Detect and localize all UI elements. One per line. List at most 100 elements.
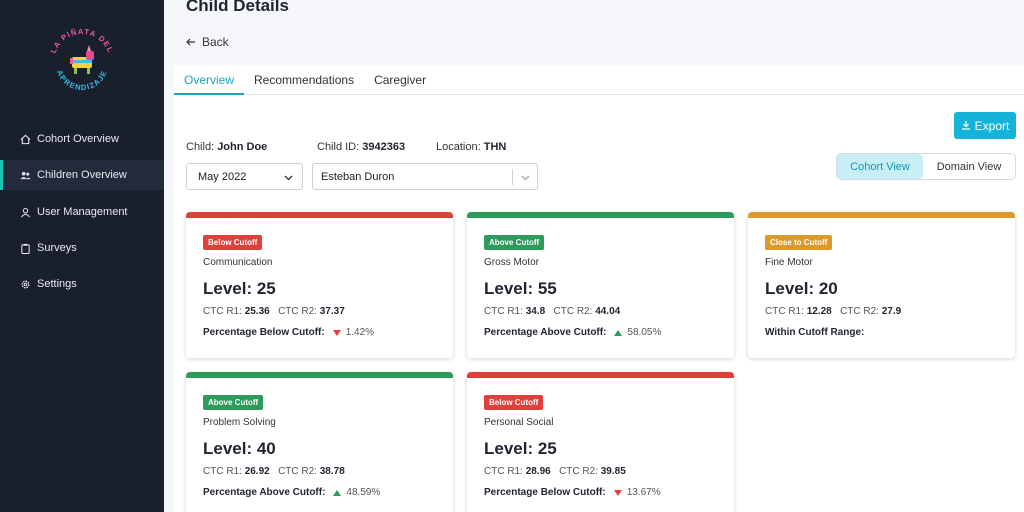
child-id-info: Child ID: 3942363 bbox=[317, 141, 405, 153]
sidebar-item-label: Settings bbox=[37, 278, 77, 290]
user-icon bbox=[20, 207, 31, 218]
app-logo[interactable]: LA PIÑATA DEL APRENDIZAJE bbox=[44, 24, 120, 100]
domain-card: Close to Cutoff Fine Motor Level: 20 CTC… bbox=[748, 212, 1015, 358]
percentage-label: Within Cutoff Range: bbox=[765, 327, 865, 338]
triangle-up-icon bbox=[333, 489, 342, 496]
tab-bar: Overview Recommendations Caregiver bbox=[174, 66, 1024, 95]
percentage-label: Percentage Below Cutoff: bbox=[203, 327, 325, 338]
level-value: Level: 25 bbox=[203, 279, 276, 298]
export-button[interactable]: Export bbox=[954, 112, 1016, 139]
ctc-r1-label: CTC R1: bbox=[484, 466, 523, 477]
ctc-r1-label: CTC R1: bbox=[765, 306, 804, 317]
tab-caregiver[interactable]: Caregiver bbox=[374, 73, 427, 87]
ctc-r2-label: CTC R2: bbox=[559, 466, 598, 477]
domain-card: Above Cutoff Gross Motor Level: 55 CTC R… bbox=[467, 212, 734, 358]
ctc-r2-value: 39.85 bbox=[600, 466, 626, 477]
ctc-values: CTC R1: 34.8 CTC R2: 44.04 bbox=[484, 306, 620, 317]
status-bar bbox=[467, 372, 734, 378]
back-link[interactable]: Back bbox=[186, 35, 229, 49]
level-value: Level: 25 bbox=[484, 439, 557, 458]
gear-icon bbox=[20, 279, 31, 290]
home-icon bbox=[20, 134, 31, 145]
ctc-r2-label: CTC R2: bbox=[278, 466, 317, 477]
domain-card: Above Cutoff Problem Solving Level: 40 C… bbox=[186, 372, 453, 512]
level-value: Level: 20 bbox=[765, 279, 838, 298]
page-title: Child Details bbox=[186, 0, 289, 15]
sidebar: LA PIÑATA DEL APRENDIZAJE Cohort Overvie… bbox=[0, 0, 164, 512]
ctc-r2-label: CTC R2: bbox=[553, 306, 593, 317]
ctc-r1-value: 26.92 bbox=[244, 466, 270, 477]
percentage-value: 48.59% bbox=[346, 487, 381, 498]
sidebar-item-cohort-overview[interactable]: Cohort Overview bbox=[0, 124, 164, 154]
users-icon bbox=[20, 170, 31, 181]
sidebar-item-children-overview[interactable]: Children Overview bbox=[0, 160, 164, 190]
arrow-left-icon bbox=[186, 35, 196, 49]
domain-name: Communication bbox=[203, 257, 273, 268]
ctc-values: CTC R1: 28.96 CTC R2: 39.85 bbox=[484, 466, 626, 477]
status-bar bbox=[186, 212, 453, 218]
level-value: Level: 55 bbox=[484, 279, 557, 298]
ctc-values: CTC R1: 12.28 CTC R2: 27.9 bbox=[765, 306, 901, 317]
triangle-up-icon bbox=[614, 329, 623, 336]
ctc-r1-label: CTC R1: bbox=[203, 306, 242, 317]
child-select-value: Esteban Duron bbox=[321, 170, 395, 183]
triangle-down-icon bbox=[332, 329, 341, 336]
tab-recommendations[interactable]: Recommendations bbox=[254, 73, 355, 87]
date-select-value: May 2022 bbox=[198, 170, 247, 183]
sidebar-item-label: Children Overview bbox=[37, 169, 127, 181]
sidebar-item-settings[interactable]: Settings bbox=[0, 269, 164, 299]
percentage-value: 58.05% bbox=[627, 327, 662, 338]
percentage-row: Percentage Below Cutoff: 1.42% bbox=[203, 327, 374, 338]
domain-name: Gross Motor bbox=[484, 257, 540, 268]
main-content: Child Details Back Overview Recommendati… bbox=[164, 0, 1024, 512]
ctc-values: CTC R1: 26.92 CTC R2: 38.78 bbox=[203, 466, 345, 477]
sidebar-item-label: Surveys bbox=[37, 242, 77, 254]
ctc-r2-value: 37.37 bbox=[319, 306, 345, 317]
cohort-view-button[interactable]: Cohort View bbox=[837, 154, 924, 179]
date-select[interactable]: May 2022 bbox=[186, 163, 303, 190]
percentage-label: Percentage Above Cutoff: bbox=[484, 327, 607, 338]
ctc-r2-value: 38.78 bbox=[319, 466, 345, 477]
domain-card: Below Cutoff Communication Level: 25 CTC… bbox=[186, 212, 453, 358]
percentage-value: 1.42% bbox=[345, 327, 375, 338]
level-value: Level: 40 bbox=[203, 439, 276, 458]
location-value: THN bbox=[483, 141, 507, 153]
download-icon bbox=[961, 119, 971, 133]
domain-view-button[interactable]: Domain View bbox=[936, 160, 1002, 173]
child-location-info: Location: THN bbox=[436, 141, 506, 153]
select-divider bbox=[512, 169, 513, 185]
status-badge: Below Cutoff bbox=[203, 235, 263, 250]
status-badge: Below Cutoff bbox=[484, 395, 544, 410]
svg-text:APRENDIZAJE: APRENDIZAJE bbox=[55, 69, 109, 93]
view-toggle: Cohort View Domain View bbox=[836, 153, 1016, 180]
status-bar bbox=[186, 372, 453, 378]
percentage-label: Percentage Below Cutoff: bbox=[484, 487, 606, 498]
ctc-r1-label: CTC R1: bbox=[203, 466, 242, 477]
child-name-value: John Doe bbox=[217, 141, 268, 153]
ctc-r2-label: CTC R2: bbox=[278, 306, 317, 317]
ctc-r1-label: CTC R1: bbox=[484, 306, 523, 317]
sidebar-item-label: User Management bbox=[37, 206, 128, 218]
child-select[interactable]: Esteban Duron bbox=[312, 163, 538, 190]
domain-name: Personal Social bbox=[484, 417, 554, 428]
sidebar-item-user-management[interactable]: User Management bbox=[0, 197, 164, 227]
ctc-r2-value: 44.04 bbox=[595, 306, 621, 317]
percentage-row: Within Cutoff Range: bbox=[765, 327, 864, 338]
percentage-row: Percentage Above Cutoff: 58.05% bbox=[484, 327, 661, 338]
child-id-label: Child ID: bbox=[317, 141, 360, 153]
triangle-down-icon bbox=[613, 489, 622, 496]
chevron-down-icon bbox=[284, 172, 293, 184]
ctc-values: CTC R1: 25.36 CTC R2: 37.37 bbox=[203, 306, 345, 317]
svg-text:LA PIÑATA DEL: LA PIÑATA DEL bbox=[49, 27, 116, 55]
status-badge: Close to Cutoff bbox=[765, 235, 833, 250]
sidebar-item-label: Cohort Overview bbox=[37, 133, 119, 145]
clipboard-icon bbox=[20, 243, 31, 254]
ctc-r1-value: 25.36 bbox=[244, 306, 270, 317]
child-name-label: Child: bbox=[186, 141, 215, 153]
location-label: Location: bbox=[436, 141, 481, 153]
status-bar bbox=[467, 212, 734, 218]
domain-name: Fine Motor bbox=[765, 257, 813, 268]
sidebar-item-surveys[interactable]: Surveys bbox=[0, 233, 164, 263]
percentage-value: 13.67% bbox=[626, 487, 661, 498]
tab-overview[interactable]: Overview bbox=[174, 66, 245, 95]
